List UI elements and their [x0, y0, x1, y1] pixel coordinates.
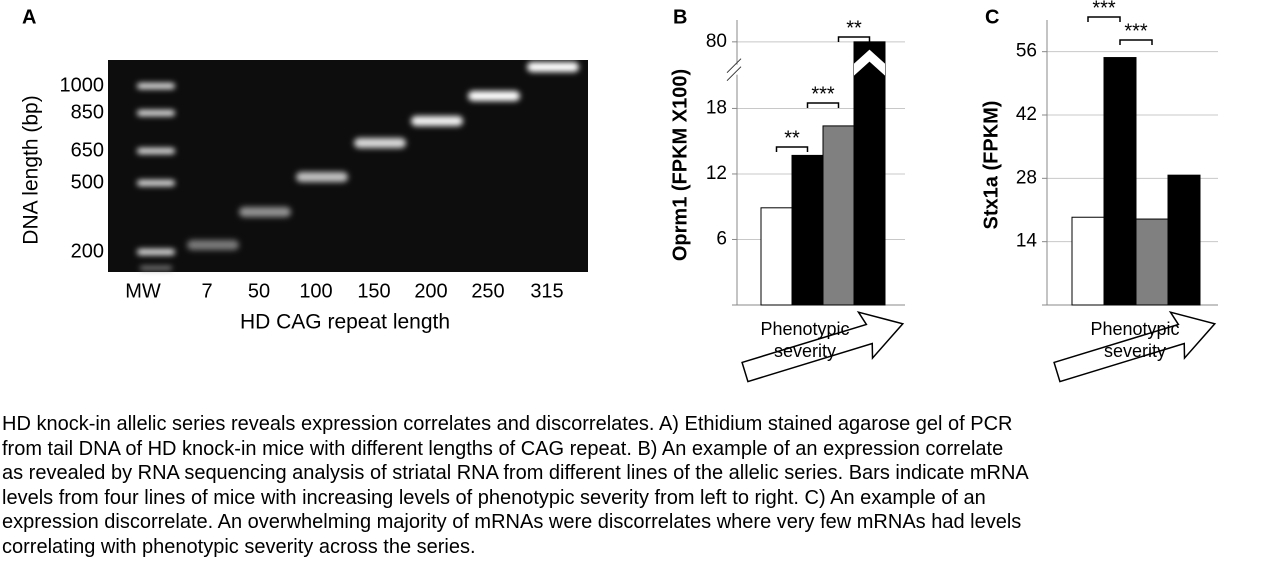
panel-label: B: [673, 6, 687, 28]
ladder-label: 650: [71, 139, 104, 161]
y-axis-label: Oprm1 (FPKM X100): [669, 69, 691, 261]
lane-label: 200: [414, 280, 447, 302]
caption-line: HD knock-in allelic series reveals expre…: [2, 413, 1013, 435]
significance-label: ***: [1092, 0, 1116, 19]
ladder-label: 1000: [60, 74, 105, 96]
lane-label: 100: [299, 280, 332, 302]
bar: [1103, 57, 1137, 306]
ladder-label: 850: [71, 101, 104, 123]
significance-label: **: [784, 127, 800, 149]
lane-label: 315: [530, 280, 563, 302]
y-axis-label: Stx1a (FPKM): [980, 101, 1002, 230]
severity-arrow: [1053, 310, 1217, 383]
x-axis-label: Phenotypic severity: [760, 319, 850, 361]
gel-bands: [137, 62, 579, 270]
ladder-band: [137, 148, 175, 154]
break-line: [726, 66, 742, 82]
caption-line: as revealed by RNA sequencing analysis o…: [2, 462, 1029, 484]
axis-gap: [734, 64, 740, 75]
y-tick-label: 14: [1016, 231, 1038, 252]
caption-line: correlating with phenotypic severity acr…: [2, 535, 476, 558]
ladder-band: [137, 110, 175, 116]
sample-band: [239, 207, 291, 217]
ladder-label: 500: [71, 171, 104, 193]
y-tick-label: 80: [706, 31, 727, 52]
y-tick-label: 6: [716, 228, 727, 249]
sample-band: [187, 240, 239, 250]
y-axis-label: DNA length (bp): [20, 95, 43, 244]
significance-label: **: [846, 17, 862, 39]
break-mark: [854, 49, 885, 76]
x-axis-label: HD CAG repeat length: [240, 311, 450, 334]
bar: [760, 207, 793, 306]
significance-bracket: [806, 102, 840, 108]
significance-bracket: [775, 146, 809, 152]
sample-band: [296, 172, 348, 182]
significance-bracket: [837, 36, 871, 42]
lane-label: 50: [248, 280, 270, 302]
ladder-band: [137, 83, 175, 89]
bar: [1167, 174, 1201, 306]
y-tick-label: 18: [706, 97, 727, 118]
panel-label: C: [985, 6, 999, 28]
bar: [853, 41, 886, 306]
significance-label: ***: [811, 83, 835, 105]
caption-line: expression discorrelate. An overwhelming…: [2, 511, 1022, 533]
sample-band: [354, 138, 406, 148]
panel-label: A: [22, 6, 36, 28]
lane-label: MW: [125, 280, 161, 302]
significance-bracket: [1119, 39, 1153, 45]
bar: [791, 154, 824, 306]
lane-label: 250: [471, 280, 504, 302]
ladder-band: [140, 266, 172, 270]
caption-line: from tail DNA of HD knock-in mice with d…: [2, 437, 1004, 460]
figure: A DNA length (bp) HD CAG repeat length 1…: [20, 0, 1218, 383]
ladder-band: [137, 180, 175, 186]
y-tick-label: 42: [1016, 104, 1037, 125]
y-tick-label: 56: [1016, 41, 1037, 62]
ladder-band: [137, 249, 175, 255]
caption-line: levels from four lines of mice with incr…: [2, 486, 986, 509]
sample-band: [468, 91, 520, 101]
bar: [1135, 218, 1169, 306]
x-axis-label: Phenotypic severity: [1090, 319, 1180, 361]
sample-band: [527, 62, 579, 72]
bar: [1071, 216, 1105, 306]
y-tick-label: 28: [1016, 167, 1037, 188]
y-tick-label: 12: [706, 163, 727, 184]
lane-label: 150: [357, 280, 390, 302]
ladder-label: 200: [71, 240, 104, 262]
break-line: [726, 58, 742, 74]
severity-arrow: [741, 310, 905, 383]
significance-label: ***: [1124, 20, 1148, 42]
lane-label: 7: [201, 280, 212, 302]
significance-bracket: [1087, 16, 1121, 22]
sample-band: [411, 116, 463, 126]
bar: [822, 125, 855, 306]
